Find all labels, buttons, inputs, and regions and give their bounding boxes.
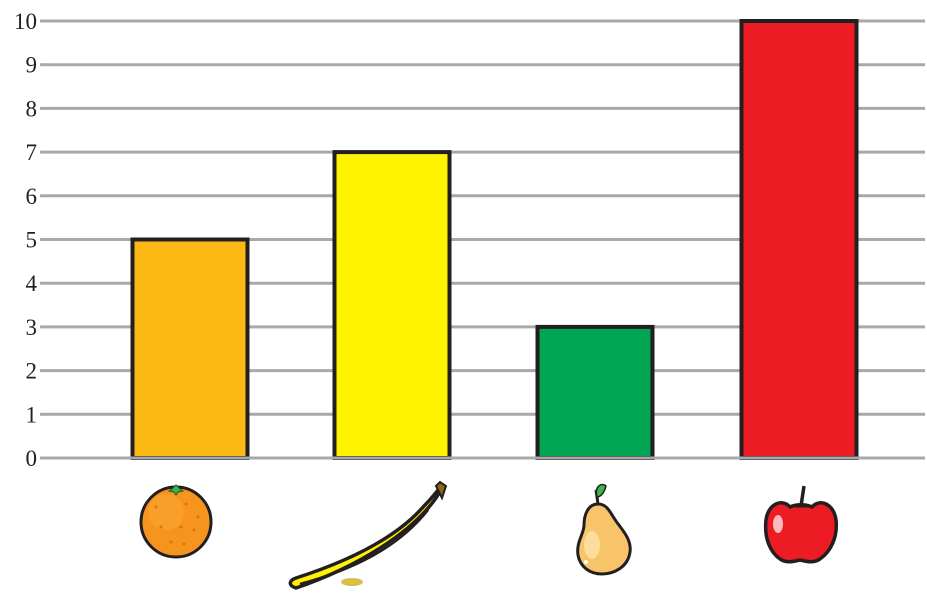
y-tick-label: 1 xyxy=(26,402,38,427)
y-tick-label: 6 xyxy=(26,184,38,209)
y-tick-label: 10 xyxy=(14,9,37,34)
y-tick-label: 8 xyxy=(26,96,38,121)
bar-pear xyxy=(535,324,655,460)
orange-icon xyxy=(139,484,213,559)
y-tick-label: 3 xyxy=(26,315,38,340)
y-tick-label: 0 xyxy=(26,446,38,471)
y-tick-label: 2 xyxy=(26,359,38,384)
y-tick-label: 5 xyxy=(26,228,38,253)
bar-orange xyxy=(130,237,250,460)
banana-icon xyxy=(288,480,448,590)
bar-apple xyxy=(739,19,859,460)
bars xyxy=(130,19,859,460)
y-tick-label: 4 xyxy=(26,271,38,296)
pear-icon xyxy=(576,483,632,576)
y-tick-label: 9 xyxy=(26,53,38,78)
y-tick-label: 7 xyxy=(26,140,38,165)
bar-banana xyxy=(332,150,452,460)
apple-icon xyxy=(763,485,839,564)
y-axis-tick-labels: 0 1 2 3 4 5 6 7 8 9 10 xyxy=(14,9,38,471)
